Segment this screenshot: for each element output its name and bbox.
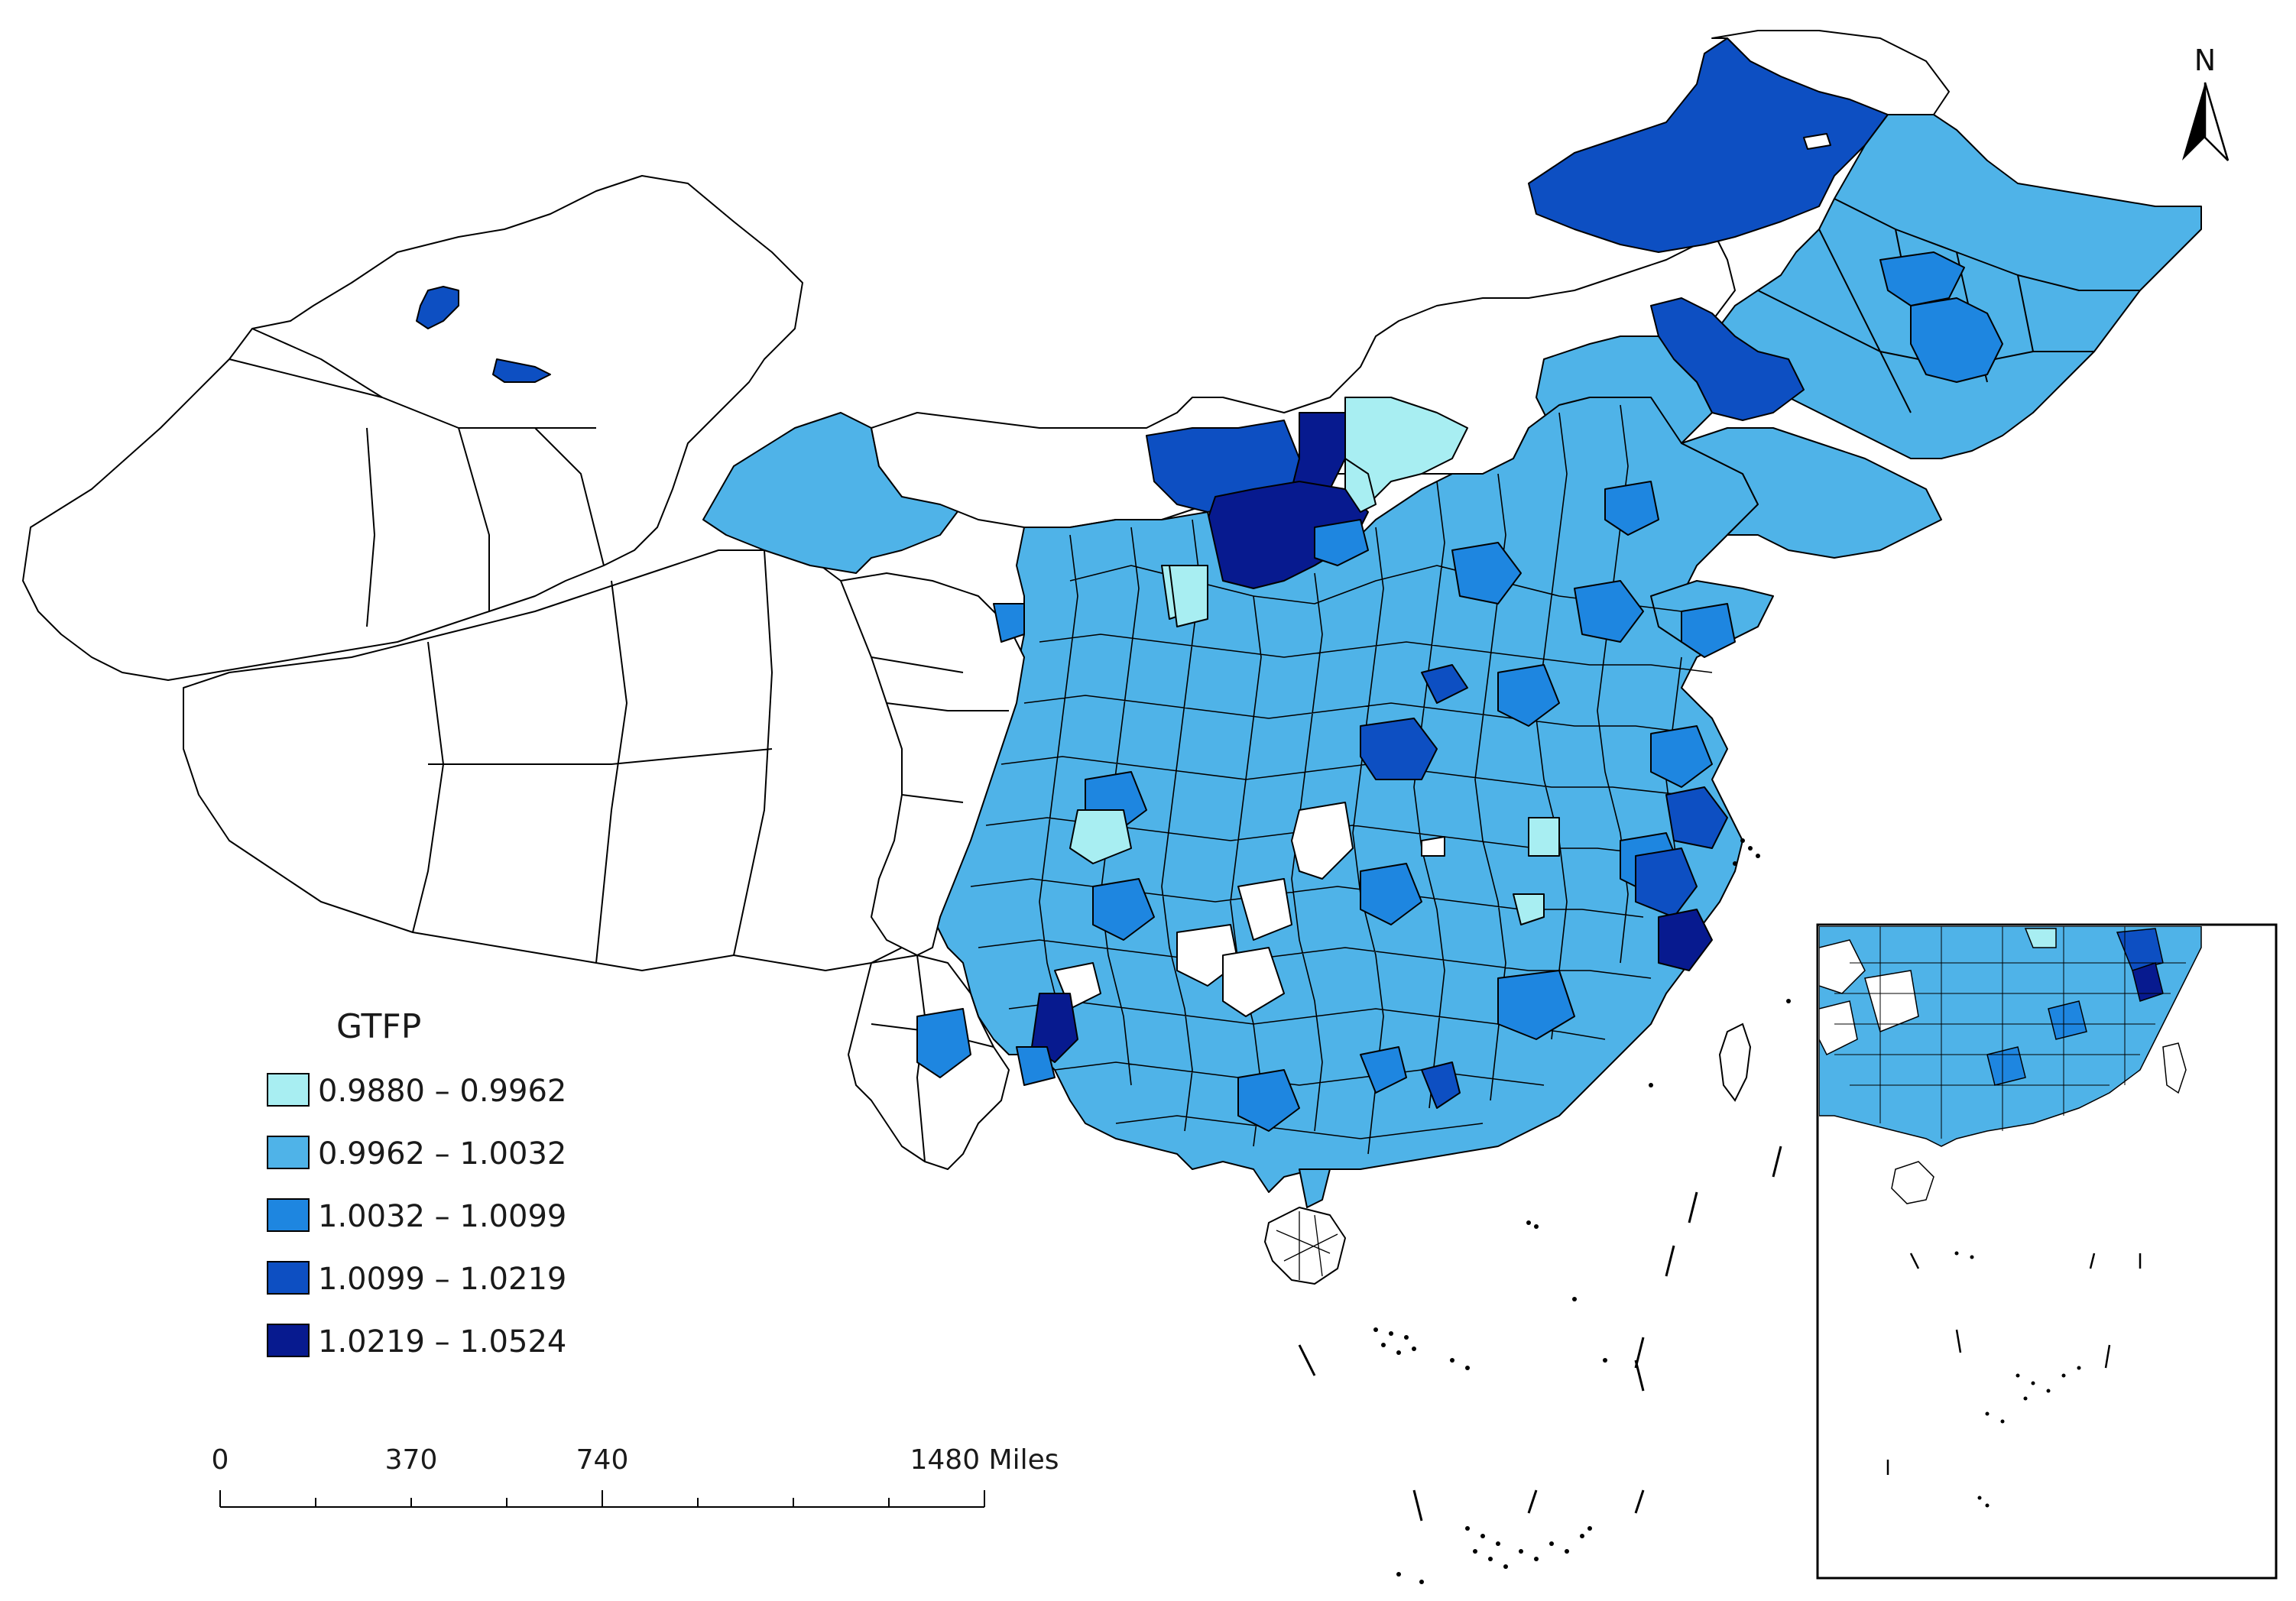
region-leizhou [1299, 1168, 1331, 1208]
scale-label-370: 370 [385, 1444, 438, 1476]
region-hohhot-2 [1344, 458, 1377, 513]
north-arrow-right [2204, 82, 2230, 161]
region-east-dark-3 [1665, 786, 1728, 849]
legend-label-1: 0.9962 – 1.0032 [318, 1136, 566, 1172]
scale-label-0: 0 [212, 1444, 229, 1476]
north-label: N [2194, 44, 2216, 77]
region-xinjiang-internal [229, 328, 605, 627]
region-hole-6 [1421, 836, 1445, 857]
legend-swatch-2 [267, 1198, 310, 1232]
scale-label-1480: 1480 Miles [910, 1444, 1059, 1476]
region-east-medium-7 [1650, 725, 1713, 788]
region-xinjiang-north-1 [416, 286, 459, 329]
inset-white-2 [1864, 970, 1919, 1033]
region-east-dark-1 [1360, 718, 1438, 780]
region-east-medium-12 [1497, 970, 1575, 1040]
region-sichuan-medium [993, 603, 1025, 643]
inset-grid [1834, 926, 2186, 1139]
legend-label-3: 1.0099 – 1.0219 [318, 1262, 566, 1297]
scs-dots [1373, 1220, 1607, 1584]
region-yunnan-medium-2 [1016, 1046, 1056, 1086]
region-east-medium-1 [1451, 542, 1522, 604]
region-harbin-dark [1879, 251, 1965, 306]
region-taiwan [1718, 1023, 1752, 1102]
region-tibet-internal [412, 549, 773, 964]
region-east-medium-4 [1314, 519, 1369, 566]
legend-label-2: 1.0032 – 1.0099 [318, 1199, 566, 1234]
north-arrow: N [2182, 44, 2230, 161]
legend-swatch-3 [267, 1261, 310, 1295]
region-hainan-internal [1276, 1211, 1338, 1280]
inset-mainland [1819, 926, 2202, 1147]
legend-swatch-0 [267, 1073, 310, 1107]
north-arrow-left [2182, 83, 2205, 160]
region-yunnan-darkest [1031, 993, 1078, 1063]
inset-dots [1954, 1251, 2081, 1508]
region-east-dark-2 [1421, 664, 1468, 704]
scale-label-740: 740 [576, 1444, 629, 1476]
region-east-dark-5 [1421, 1061, 1461, 1109]
region-gansu-west [702, 412, 964, 574]
region-east-dark-4 [1635, 847, 1698, 918]
inset-hainan [1891, 1161, 1934, 1204]
inset-scs-dashes [1886, 1253, 2142, 1475]
region-heilongjiang-jilin [1711, 114, 2202, 459]
inset-taiwan [2162, 1042, 2187, 1094]
region-east-medium-14 [1360, 1046, 1407, 1094]
inset-white-3 [1819, 1000, 1858, 1056]
region-jilin-dark [1910, 297, 2003, 383]
region-ordos-darkest [1291, 412, 1346, 490]
region-sichuan-internal [871, 656, 1009, 803]
region-east-medium-2 [1574, 580, 1644, 643]
region-east-medium-13 [1237, 1069, 1300, 1132]
legend-title: GTFP [336, 1007, 421, 1046]
region-layer [22, 30, 2202, 1285]
legend: GTFP 0.9880 – 0.9962 0.9962 – 1.0032 1.003… [267, 1007, 566, 1360]
region-hole-2 [1237, 878, 1292, 941]
coast-dots [1649, 838, 1791, 1087]
region-hole-1 [1291, 802, 1354, 880]
inset-medium-2 [2048, 1000, 2087, 1040]
legend-label-0: 0.9880 – 0.9962 [318, 1074, 566, 1109]
inset-light-1 [2024, 928, 2057, 948]
region-hainan [1264, 1207, 1346, 1285]
region-east-medium-11 [1360, 863, 1422, 925]
scale-labels: 0 370 740 1480 Miles [212, 1444, 1059, 1476]
inset-map [1816, 923, 2278, 1580]
region-liaoning [1681, 427, 1942, 559]
region-east-medium-5 [1604, 481, 1659, 536]
region-east-medium-3 [1681, 603, 1736, 658]
region-sichuan-light-3 [1069, 809, 1132, 864]
inset-medium-1 [1986, 1046, 2026, 1086]
region-east-darkest-1 [1658, 909, 1713, 971]
legend-label-4: 1.0219 – 1.0524 [318, 1324, 566, 1360]
region-xinjiang [22, 175, 803, 681]
region-yunnan-medium-1 [916, 1008, 971, 1078]
region-sichuan-light-2 [1169, 565, 1208, 627]
region-hole-4 [1222, 947, 1285, 1017]
scs-islands [1298, 1146, 1782, 1522]
region-east-medium-6 [1497, 664, 1560, 727]
scale-bar [219, 1490, 985, 1508]
region-east-light-2 [1513, 893, 1545, 925]
legend-swatch-4 [267, 1324, 310, 1357]
inset-white-1 [1819, 939, 1866, 994]
region-east-light-1 [1528, 817, 1560, 857]
region-xinjiang-north-2 [492, 358, 551, 383]
region-east-medium-10 [1092, 878, 1155, 941]
legend-swatch-1 [267, 1136, 310, 1169]
region-hulunbuir-lake [1803, 133, 1831, 150]
